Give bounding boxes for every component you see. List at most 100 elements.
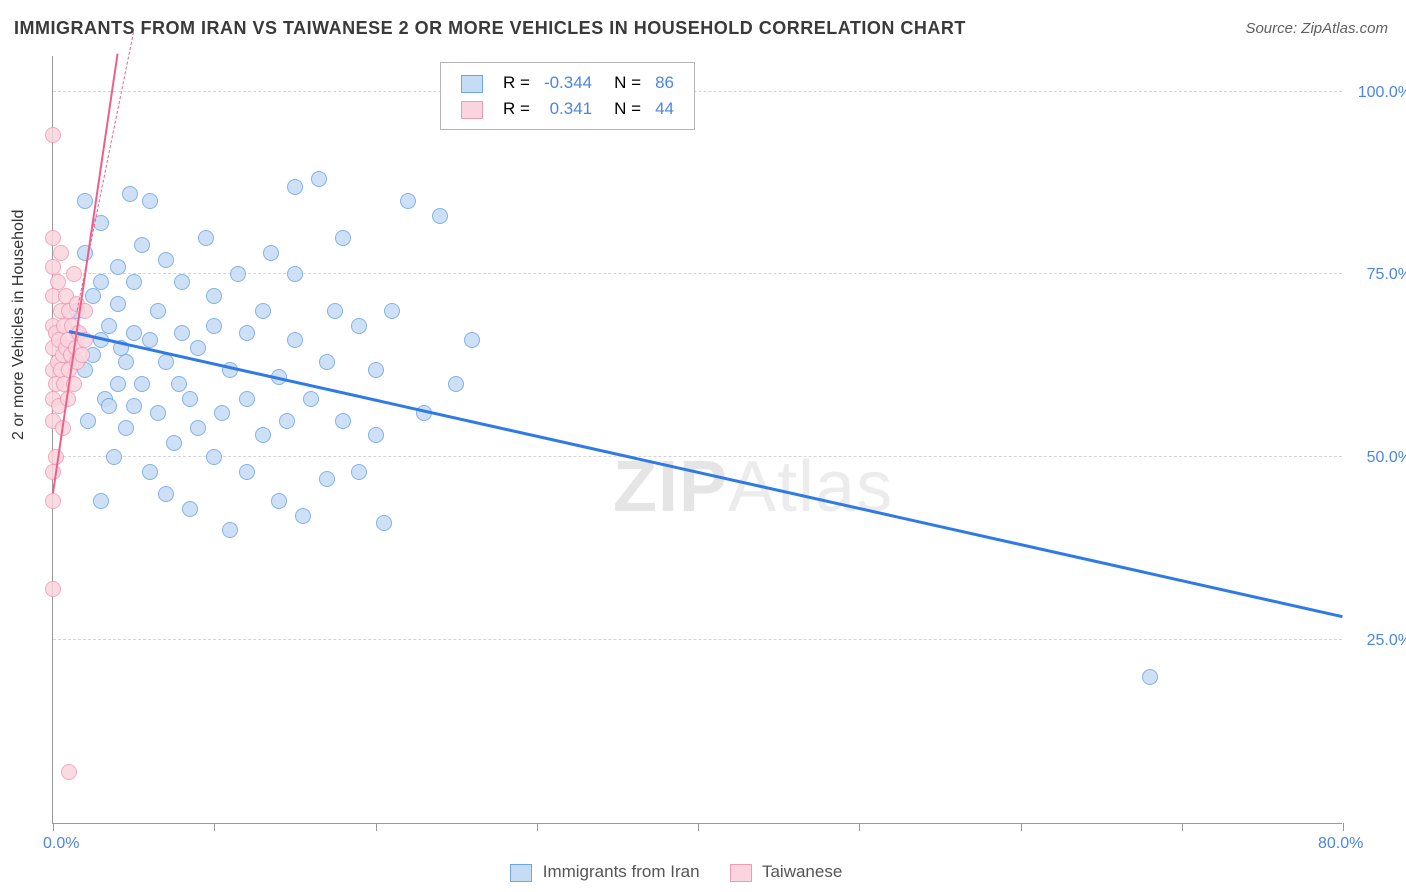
scatter-point — [255, 427, 271, 443]
chart-container: IMMIGRANTS FROM IRAN VS TAIWANESE 2 OR M… — [0, 0, 1406, 892]
legend-r-label: R = — [497, 97, 536, 121]
scatter-point — [134, 237, 150, 253]
scatter-point — [74, 347, 90, 363]
y-axis-label: 2 or more Vehicles in Household — [10, 210, 28, 440]
watermark-thin: Atlas — [728, 447, 893, 527]
legend-r-value: 0.341 — [538, 97, 598, 121]
scatter-point — [190, 340, 206, 356]
scatter-point — [182, 391, 198, 407]
scatter-point — [335, 413, 351, 429]
series-legend: Immigrants from Iran Taiwanese — [510, 862, 872, 882]
scatter-point — [150, 303, 166, 319]
scatter-point — [230, 266, 246, 282]
scatter-point — [150, 405, 166, 421]
scatter-point — [448, 376, 464, 392]
legend-row: R = 0.341N = 44 — [455, 97, 680, 121]
scatter-point — [110, 376, 126, 392]
scatter-point — [50, 274, 66, 290]
chart-title: IMMIGRANTS FROM IRAN VS TAIWANESE 2 OR M… — [14, 18, 966, 39]
scatter-point — [319, 471, 335, 487]
scatter-point — [45, 581, 61, 597]
x-tick-label: 0.0% — [43, 835, 79, 853]
scatter-point — [263, 245, 279, 261]
scatter-point — [319, 354, 335, 370]
scatter-point — [432, 208, 448, 224]
scatter-point — [214, 405, 230, 421]
trend-line-dashed — [77, 32, 134, 310]
scatter-point — [174, 325, 190, 341]
scatter-point — [303, 391, 319, 407]
scatter-point — [400, 193, 416, 209]
scatter-point — [171, 376, 187, 392]
scatter-point — [101, 318, 117, 334]
legend-n-value: 86 — [649, 71, 680, 95]
x-tick — [53, 823, 54, 831]
scatter-point — [279, 413, 295, 429]
scatter-point — [222, 522, 238, 538]
trend-line — [69, 330, 1344, 618]
plot-area: ZIPAtlas 25.0%50.0%75.0%100.0%0.0%80.0% — [52, 56, 1342, 824]
gridline-h — [53, 456, 1342, 457]
y-tick-label: 25.0% — [1352, 632, 1406, 650]
scatter-point — [110, 259, 126, 275]
legend-swatch — [510, 864, 532, 882]
legend-n-label: N = — [600, 71, 647, 95]
scatter-point — [198, 230, 214, 246]
x-tick — [376, 823, 377, 831]
y-tick-label: 75.0% — [1352, 266, 1406, 284]
scatter-point — [126, 325, 142, 341]
scatter-point — [190, 420, 206, 436]
scatter-point — [1142, 669, 1158, 685]
scatter-point — [118, 420, 134, 436]
scatter-point — [335, 230, 351, 246]
x-tick — [1343, 823, 1344, 831]
scatter-point — [93, 493, 109, 509]
legend-r-value: -0.344 — [538, 71, 598, 95]
legend-r-label: R = — [497, 71, 536, 95]
scatter-point — [126, 274, 142, 290]
scatter-point — [106, 449, 122, 465]
scatter-point — [122, 186, 138, 202]
scatter-point — [45, 127, 61, 143]
scatter-point — [351, 318, 367, 334]
scatter-point — [134, 376, 150, 392]
scatter-point — [376, 515, 392, 531]
scatter-point — [351, 464, 367, 480]
scatter-point — [368, 362, 384, 378]
scatter-point — [126, 398, 142, 414]
x-tick — [859, 823, 860, 831]
scatter-point — [182, 501, 198, 517]
scatter-point — [166, 435, 182, 451]
watermark-bold: ZIP — [613, 447, 728, 527]
x-tick — [214, 823, 215, 831]
legend-label: Taiwanese — [762, 862, 842, 881]
scatter-point — [327, 303, 343, 319]
legend-item: Taiwanese — [730, 862, 843, 882]
scatter-point — [45, 259, 61, 275]
scatter-point — [101, 398, 117, 414]
y-tick-label: 50.0% — [1352, 449, 1406, 467]
scatter-point — [239, 464, 255, 480]
scatter-point — [118, 354, 134, 370]
scatter-point — [66, 266, 82, 282]
watermark: ZIPAtlas — [613, 446, 893, 528]
scatter-point — [110, 296, 126, 312]
scatter-point — [287, 179, 303, 195]
legend-swatch — [461, 101, 483, 119]
scatter-point — [239, 325, 255, 341]
scatter-point — [45, 493, 61, 509]
x-tick — [1021, 823, 1022, 831]
scatter-point — [464, 332, 480, 348]
legend-item: Immigrants from Iran — [510, 862, 700, 882]
legend-n-label: N = — [600, 97, 647, 121]
scatter-point — [239, 391, 255, 407]
legend-swatch — [461, 75, 483, 93]
x-tick — [1182, 823, 1183, 831]
scatter-point — [368, 427, 384, 443]
scatter-point — [158, 252, 174, 268]
scatter-point — [206, 318, 222, 334]
legend-n-value: 44 — [649, 97, 680, 121]
scatter-point — [384, 303, 400, 319]
source-label: Source: ZipAtlas.com — [1245, 20, 1388, 37]
scatter-point — [158, 486, 174, 502]
